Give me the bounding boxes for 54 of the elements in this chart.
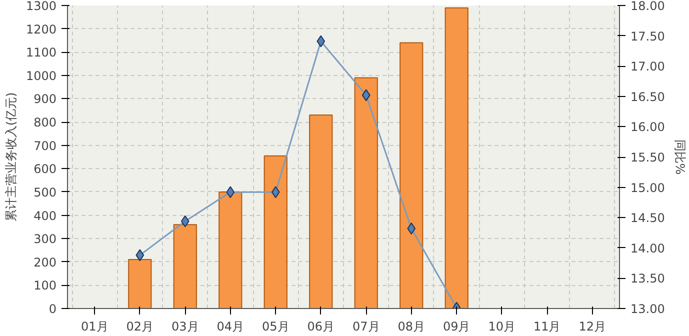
point: [362, 89, 370, 102]
y2-tick-label: 13.50: [630, 272, 665, 286]
point: [271, 186, 280, 198]
bar: [309, 114, 333, 308]
y-tick-label: 600: [34, 162, 56, 176]
bar: [173, 224, 197, 308]
y-tick-label: 0: [48, 302, 57, 316]
x-tick-label: 07月: [352, 320, 380, 334]
x-tick-label: 06月: [307, 320, 335, 334]
point: [226, 186, 235, 198]
y-tick-label: 100: [34, 278, 56, 293]
y2-tick-label: 15.50: [630, 150, 665, 164]
bar: [218, 191, 242, 308]
y2-tick-label: 18.00: [630, 0, 665, 13]
y2-tick-label: 16.50: [630, 90, 665, 104]
x-tick-label: 08月: [398, 320, 426, 334]
y-tick-label: 1300: [26, 0, 57, 13]
x-tick-label: 02月: [126, 320, 154, 334]
x-tick-label: 03月: [172, 320, 199, 334]
y-tick-label: 1000: [26, 68, 57, 83]
y2-tick-label: 14.00: [630, 241, 665, 256]
bar: [354, 77, 378, 308]
bar: [264, 155, 288, 308]
x-tick-label: 05月: [262, 320, 290, 334]
bar: [444, 7, 468, 308]
y-tick-label: 300: [34, 232, 56, 246]
y-axis-title: 累计主营业务收入(亿元): [4, 92, 18, 222]
point: [180, 215, 190, 228]
y2-tick-label: 16.00: [630, 120, 665, 134]
y2-axis-title: 同比%: [672, 139, 687, 175]
y-tick-label: 1100: [26, 46, 57, 60]
y-tick-label: 200: [34, 255, 56, 270]
point: [316, 35, 326, 48]
y-tick-label: 900: [34, 92, 56, 106]
point: [136, 249, 144, 262]
point: [407, 222, 416, 235]
x-tick-label: 09月: [442, 320, 470, 334]
y-tick-label: 500: [34, 185, 56, 200]
x-tick-label: 01月: [81, 320, 108, 334]
y-tick-label: 800: [34, 116, 56, 130]
x-tick-label: 04月: [216, 320, 244, 334]
x-tick-label: 12月: [578, 320, 606, 334]
y-tick-label: 1200: [26, 22, 57, 36]
bar: [400, 42, 424, 308]
x-tick-label: 10月: [488, 320, 516, 334]
y-tick-label: 400: [34, 208, 56, 223]
y2-tick-label: 17.50: [630, 29, 665, 44]
bar: [128, 259, 152, 308]
y2-tick-label: 14.50: [630, 211, 665, 226]
x-tick-label: 11月: [533, 320, 561, 334]
y2-tick-label: 15.00: [630, 180, 665, 195]
y2-tick-label: 13.00: [630, 302, 665, 316]
y-tick-label: 700: [34, 138, 56, 153]
y2-tick-label: 17.00: [630, 60, 665, 74]
